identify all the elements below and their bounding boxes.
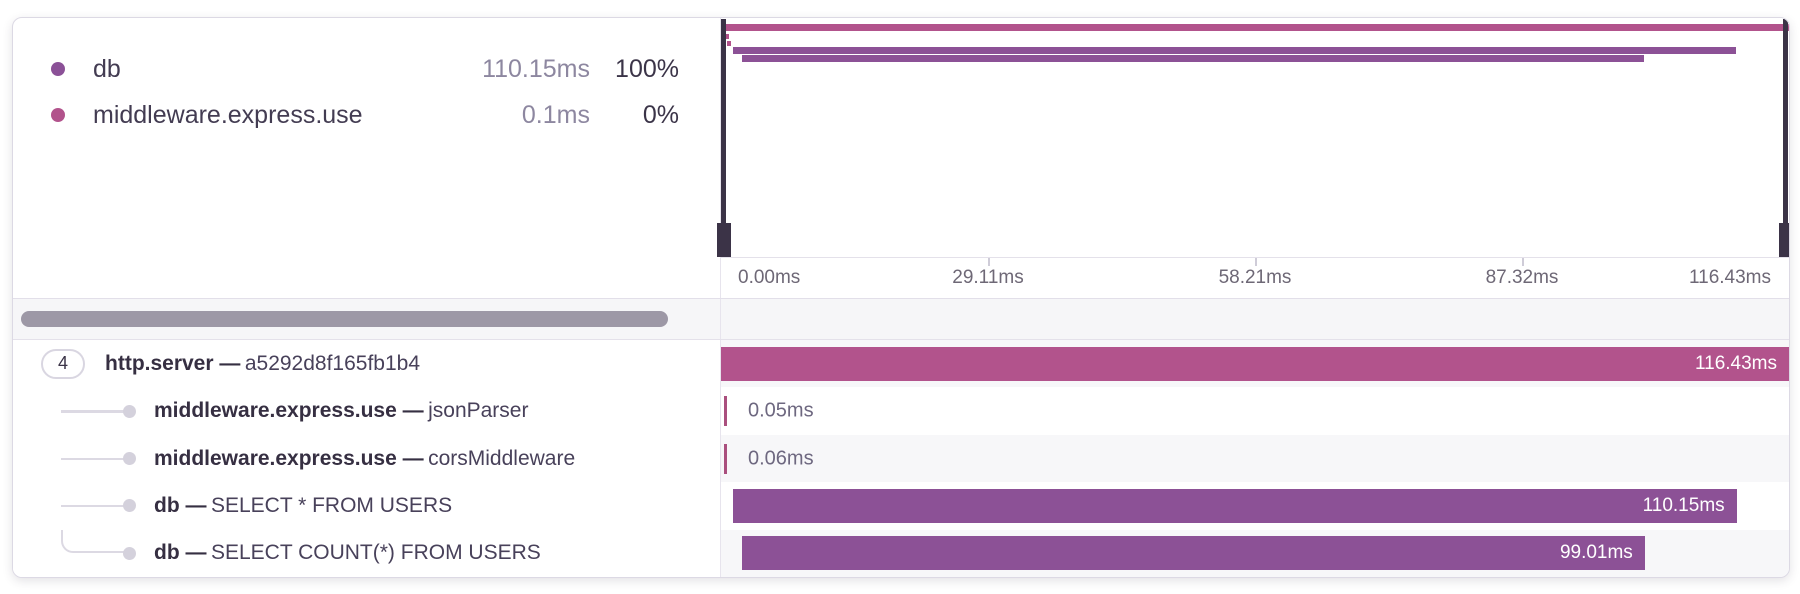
brush-handle-line xyxy=(721,19,726,257)
span-row-http-server: 4 http.server — a5292d8f165fb1b4 116.43m… xyxy=(13,340,1789,388)
span-bar-cell: 99.01ms xyxy=(721,529,1789,577)
brush-handle-left[interactable] xyxy=(717,18,731,257)
span-duration-label: 110.15ms xyxy=(1642,494,1725,516)
span-duration-bar[interactable]: 116.43ms xyxy=(721,346,1789,381)
span-label-cell[interactable]: db — SELECT * FROM USERS xyxy=(13,482,721,530)
time-axis: 0.00ms 29.11ms 58.21ms 87.32ms 116.43ms xyxy=(721,258,1789,298)
dash-separator: — xyxy=(219,351,241,375)
minimap-bar xyxy=(727,41,731,46)
span-detail: SELECT * FROM USERS xyxy=(210,493,453,517)
axis-label: 29.11ms xyxy=(952,267,1024,288)
brush-handle-right[interactable] xyxy=(1779,18,1789,257)
span-duration-label: 116.43ms xyxy=(1694,352,1777,374)
legend-duration: 110.15ms xyxy=(482,54,590,83)
span-duration-label: 0.05ms xyxy=(748,399,814,422)
legend-dot-icon xyxy=(51,62,65,76)
legend-item-db[interactable]: db 110.15ms 100% xyxy=(51,46,679,92)
span-detail: corsMiddleware xyxy=(428,446,576,470)
axis-tickmark xyxy=(988,258,990,266)
scrollbar-row xyxy=(13,299,1789,340)
span-name: middleware.express.use xyxy=(154,446,397,470)
minimap-bar xyxy=(725,34,729,39)
axis-tickmark xyxy=(1255,258,1257,266)
legend-name: db xyxy=(93,54,121,83)
scrollbar-thumb[interactable] xyxy=(21,311,668,327)
span-duration-tick[interactable] xyxy=(724,396,728,427)
span-name: db xyxy=(154,541,180,565)
span-duration-bar[interactable]: 99.01ms xyxy=(742,536,1645,571)
legend-name: middleware.express.use xyxy=(93,100,363,129)
dash-separator: — xyxy=(402,446,424,470)
legend-item-middleware[interactable]: middleware.express.use 0.1ms 0% xyxy=(51,92,679,138)
span-row-corsmiddleware: middleware.express.use — corsMiddleware … xyxy=(13,434,1789,483)
tree-node-dot-icon xyxy=(123,499,136,513)
timeline-overview: 0.00ms 29.11ms 58.21ms 87.32ms 116.43ms xyxy=(717,18,1789,298)
axis-label: 0.00ms xyxy=(738,267,801,288)
axis-tickmark xyxy=(1522,258,1524,266)
span-bar-cell: 116.43ms xyxy=(721,340,1789,388)
span-bar-cell: 110.15ms xyxy=(721,482,1789,529)
span-detail: jsonParser xyxy=(428,399,529,423)
span-name: middleware.express.use xyxy=(154,399,397,423)
tree-connector-elbow xyxy=(61,529,128,554)
tree-node-dot-icon xyxy=(123,404,136,418)
minimap-bar xyxy=(721,24,1789,31)
axis-label: 116.43ms xyxy=(1688,267,1771,288)
span-row-jsonparser: middleware.express.use — jsonParser 0.05… xyxy=(13,387,1789,435)
span-row-db-select: db — SELECT * FROM USERS 110.15ms xyxy=(13,482,1789,530)
brush-handle-grip xyxy=(717,223,731,257)
legend-dot-icon xyxy=(51,108,65,122)
trace-waterfall-widget: db 110.15ms 100% middleware.express.use … xyxy=(12,17,1790,578)
tree-connector-horizontal xyxy=(61,457,128,461)
scrollbar-spacer xyxy=(721,299,1789,339)
span-name: db xyxy=(154,493,180,517)
tree-node-dot-icon xyxy=(123,546,136,560)
dash-separator: — xyxy=(185,493,207,517)
span-bar-cell: 0.05ms xyxy=(721,387,1789,434)
span-detail: a5292d8f165fb1b4 xyxy=(244,351,421,375)
span-duration-bar[interactable]: 110.15ms xyxy=(732,488,1737,523)
legend-duration: 0.1ms xyxy=(521,100,590,129)
span-label-cell[interactable]: middleware.express.use — jsonParser xyxy=(13,387,721,435)
span-row-db-count: db — SELECT COUNT(*) FROM USERS 99.01ms xyxy=(13,529,1789,577)
span-duration-label: 99.01ms xyxy=(1559,542,1633,564)
brush-handle-line xyxy=(1783,19,1788,257)
span-detail: SELECT COUNT(*) FROM USERS xyxy=(210,541,541,565)
minimap-bar xyxy=(742,55,1644,62)
axis-label: 87.32ms xyxy=(1485,267,1559,288)
span-name: http.server xyxy=(105,351,214,375)
child-count-badge[interactable]: 4 xyxy=(41,348,85,379)
dash-separator: — xyxy=(185,541,207,565)
minimap-bar xyxy=(732,47,1736,54)
minimap-brush-area[interactable] xyxy=(717,18,1789,258)
span-label-cell[interactable]: 4 http.server — a5292d8f165fb1b4 xyxy=(13,340,721,388)
legend-percent: 0% xyxy=(642,100,679,129)
span-bar-cell: 0.06ms xyxy=(721,434,1789,483)
dash-separator: — xyxy=(402,399,424,423)
tree-node-dot-icon xyxy=(123,452,136,466)
span-duration-tick[interactable] xyxy=(724,443,728,474)
span-duration-label: 0.06ms xyxy=(748,447,814,470)
axis-label: 58.21ms xyxy=(1218,267,1292,288)
top-section: db 110.15ms 100% middleware.express.use … xyxy=(13,18,1789,299)
legend-panel: db 110.15ms 100% middleware.express.use … xyxy=(13,18,721,298)
span-label-cell[interactable]: db — SELECT COUNT(*) FROM USERS xyxy=(13,529,721,577)
tree-connector-horizontal xyxy=(61,410,128,413)
legend-percent: 100% xyxy=(615,54,679,83)
span-tree: 4 http.server — a5292d8f165fb1b4 116.43m… xyxy=(13,340,1789,577)
tree-connector-horizontal xyxy=(61,504,128,508)
brush-handle-grip xyxy=(1779,223,1789,257)
scrollbar-track[interactable] xyxy=(13,299,721,339)
span-label-cell[interactable]: middleware.express.use — corsMiddleware xyxy=(13,434,721,483)
